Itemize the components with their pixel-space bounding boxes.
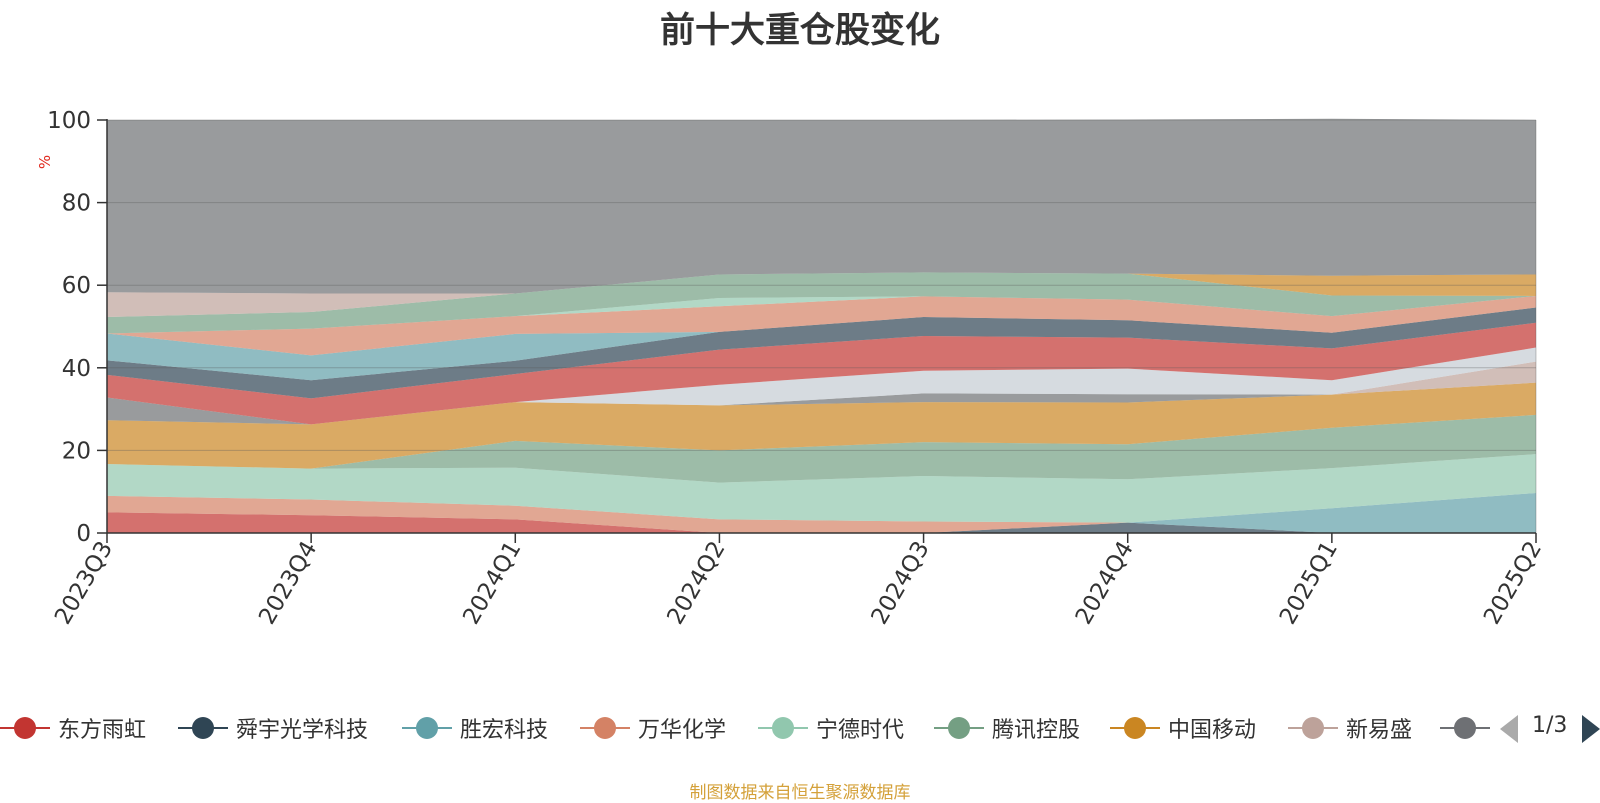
legend-pager: 1/3 — [1500, 711, 1600, 745]
legend-marker-icon — [758, 711, 808, 745]
area-series-14 — [107, 295, 1536, 356]
grid-layer — [107, 119, 1537, 533]
legend-marker-icon — [1110, 711, 1160, 745]
legend-item[interactable]: 万华化学 — [580, 711, 726, 745]
legend-page-indicator: 1/3 — [1532, 713, 1568, 738]
legend-marker-icon — [0, 711, 50, 745]
x-tick-label: 2024Q4 — [1071, 537, 1139, 629]
area-series-19 — [107, 118, 1536, 294]
area-series-16 — [107, 272, 1536, 334]
x-tick-label: 2024Q3 — [867, 537, 935, 629]
area-series-2 — [107, 512, 1536, 533]
area-series-18 — [107, 272, 1536, 317]
legend-item[interactable] — [1440, 711, 1490, 745]
area-series-10 — [107, 347, 1536, 425]
area-series-17 — [107, 272, 1536, 317]
area-series-9 — [107, 361, 1536, 425]
legend-item[interactable]: 新易盛 — [1288, 711, 1412, 745]
y-tick-label: 40 — [62, 356, 91, 382]
y-tick-label: 100 — [47, 108, 91, 134]
source-note: 制图数据来自恒生聚源数据库 — [689, 783, 911, 803]
legend-marker-icon — [934, 711, 984, 745]
legend: 东方雨虹 舜宇光学科技 胜宏科技 万华化学 宁德时代 腾讯控股 中国移动 新易盛 — [0, 711, 1600, 745]
y-tick-label: 0 — [76, 521, 91, 547]
y-tick-label: 20 — [62, 438, 91, 464]
y-tick-label: 60 — [62, 273, 91, 299]
y-axis-label: % — [36, 155, 54, 169]
legend-marker-dot — [948, 717, 970, 739]
x-tick-label: 2023Q4 — [254, 537, 322, 629]
legend-label: 舜宇光学科技 — [236, 718, 369, 743]
legend-marker-dot — [14, 717, 36, 739]
area-series-4 — [107, 492, 1536, 533]
area-series-12 — [107, 307, 1536, 399]
y-tick-label: 80 — [62, 191, 91, 217]
area-series-13 — [107, 307, 1536, 381]
legend-marker-dot — [1454, 717, 1476, 739]
legend-label: 宁德时代 — [816, 718, 905, 743]
legend-marker-icon — [178, 711, 228, 745]
legend-marker-icon — [1288, 711, 1338, 745]
x-tick-label: 2024Q2 — [662, 537, 730, 629]
area-series-5 — [107, 454, 1536, 523]
legend-label: 新易盛 — [1346, 718, 1413, 743]
legend-label: 胜宏科技 — [460, 718, 549, 743]
x-tick-label: 2025Q2 — [1479, 537, 1547, 629]
area-series-3 — [107, 492, 1536, 533]
legend-label: 万华化学 — [638, 718, 727, 743]
area-series-1 — [107, 512, 1536, 533]
series-layer — [107, 118, 1536, 533]
legend-marker-dot — [416, 717, 438, 739]
x-tick-label: 2023Q3 — [50, 537, 118, 629]
legend-marker-dot — [1124, 717, 1146, 739]
x-tick-label: 2025Q1 — [1275, 537, 1343, 629]
area-series-6 — [107, 414, 1536, 483]
x-tick-label: 2024Q1 — [458, 537, 526, 629]
legend-item[interactable]: 东方雨虹 — [0, 711, 146, 745]
legend-marker-dot — [594, 717, 616, 739]
legend-item[interactable]: 中国移动 — [1110, 711, 1256, 745]
legend-label: 中国移动 — [1168, 718, 1257, 743]
area-series-11 — [107, 322, 1536, 425]
triangle-left-icon[interactable] — [1500, 715, 1518, 743]
legend-marker-icon — [402, 711, 452, 745]
legend-marker-dot — [1302, 717, 1324, 739]
legend-label: 东方雨虹 — [58, 718, 147, 743]
legend-marker-dot — [192, 717, 214, 739]
legend-marker-icon — [1440, 711, 1490, 745]
triangle-right-icon[interactable] — [1582, 715, 1600, 743]
legend-marker-dot — [772, 717, 794, 739]
legend-marker-icon — [580, 711, 630, 745]
legend-item[interactable]: 腾讯控股 — [934, 711, 1080, 745]
legend-item[interactable]: 胜宏科技 — [402, 711, 548, 745]
area-series-7 — [107, 382, 1536, 469]
legend-item[interactable]: 舜宇光学科技 — [178, 711, 368, 745]
legend-label: 腾讯控股 — [992, 718, 1081, 743]
chart-title: 前十大重仓股变化 — [659, 11, 940, 51]
legend-item[interactable]: 宁德时代 — [758, 711, 904, 745]
